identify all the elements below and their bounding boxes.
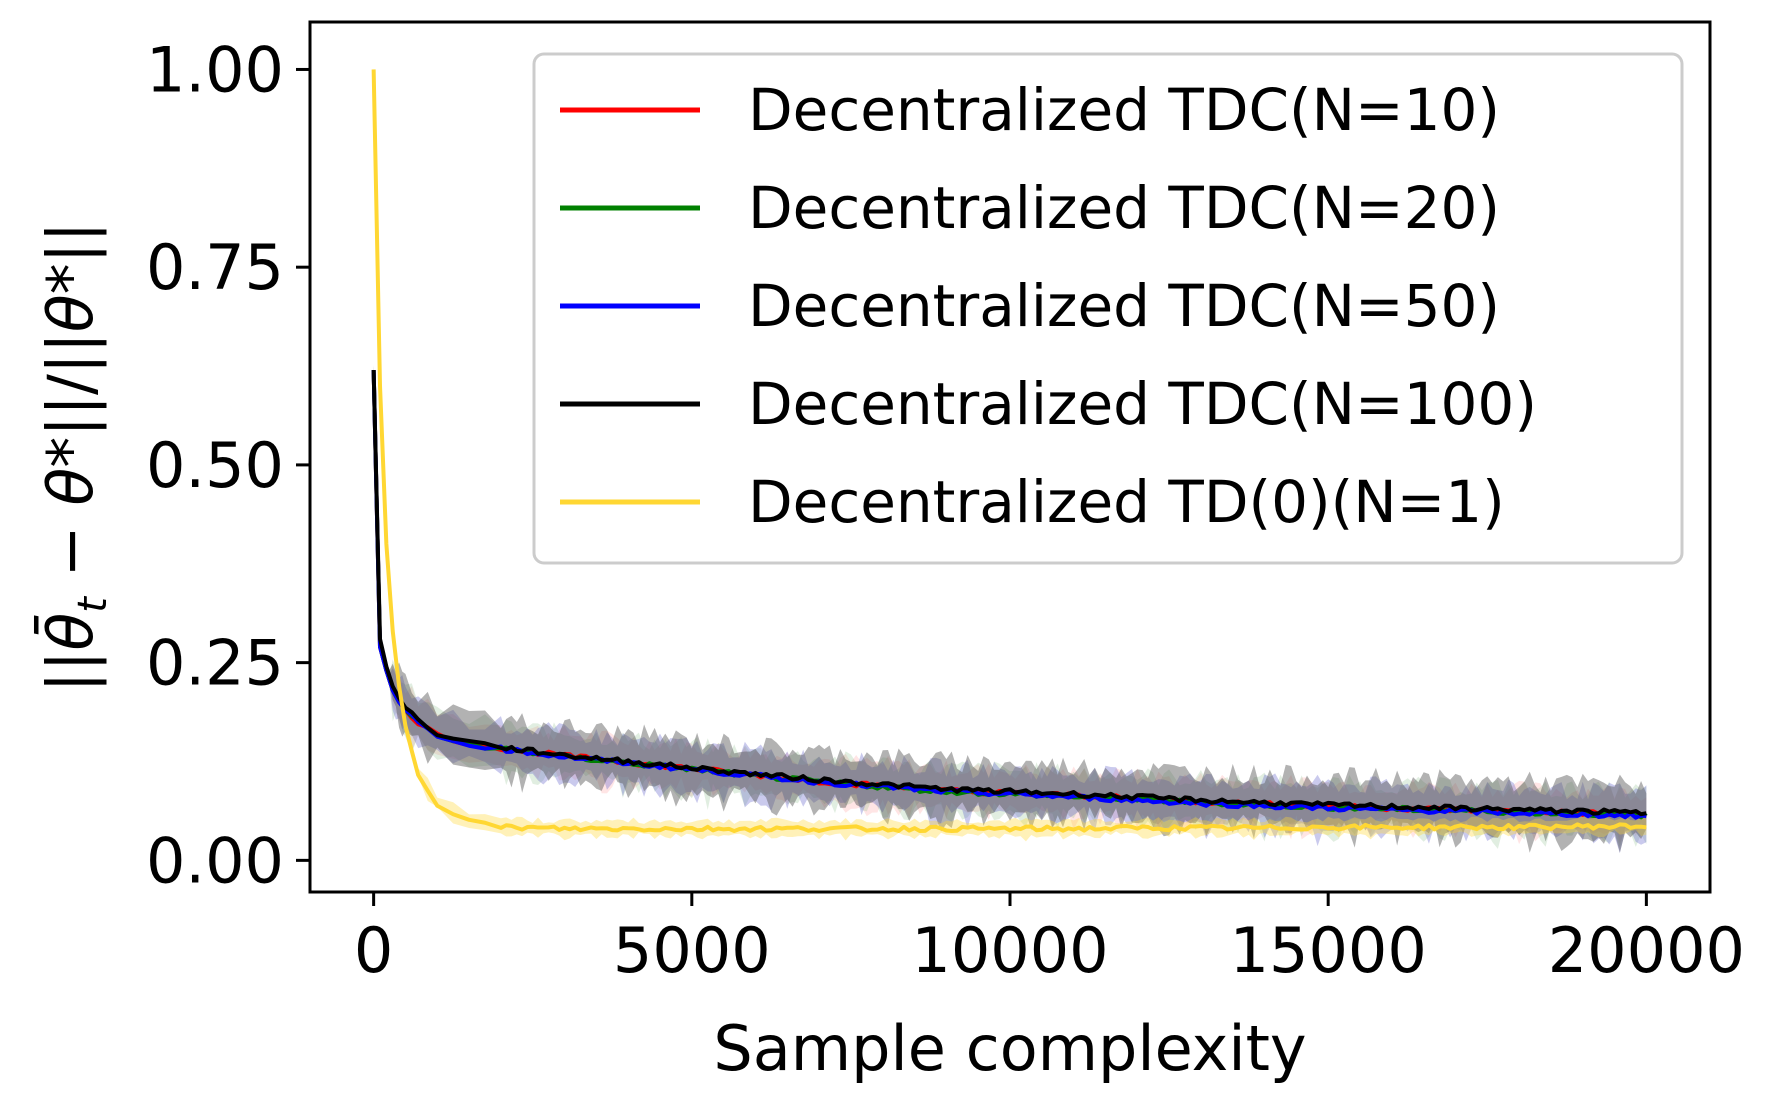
x-axis-label: Sample complexity — [713, 1012, 1306, 1085]
y-tick-label: 0.75 — [146, 231, 284, 304]
legend-label: Decentralized TDC(N=100) — [748, 370, 1537, 438]
y-axis-ticks: 0.00 0.25 0.50 0.75 1.00 — [146, 33, 310, 897]
series-lines — [371, 69, 1648, 834]
x-axis-ticks: 0 5000 10000 15000 20000 — [354, 892, 1745, 987]
band-series-1 — [373, 364, 1647, 849]
legend-label: Decentralized TDC(N=50) — [748, 272, 1500, 340]
y-tick-label: 0.50 — [146, 429, 284, 502]
legend-box — [532, 52, 1684, 565]
y-axis-label: ||θ̄t − θ*||/||θ*|| — [34, 222, 116, 693]
band-series-2 — [373, 364, 1647, 854]
y-tick-label: 1.00 — [146, 33, 284, 106]
legend-label: Decentralized TDC(N=20) — [748, 174, 1500, 242]
legend-label: Decentralized TD(0)(N=1) — [748, 468, 1505, 536]
x-tick-label: 20000 — [1548, 914, 1745, 987]
x-tick-label: 15000 — [1230, 914, 1427, 987]
x-tick-label: 0 — [354, 914, 393, 987]
confidence-bands — [373, 68, 1647, 854]
line-series-3 — [371, 369, 1647, 817]
y-tick-label: 0.25 — [146, 627, 284, 700]
line-series-4 — [371, 69, 1647, 834]
x-tick-label: 5000 — [613, 914, 771, 987]
legend-label: Decentralized TDC(N=10) — [748, 76, 1500, 144]
y-tick-label: 0.00 — [146, 824, 284, 897]
band-series-3 — [373, 366, 1647, 853]
legend: Decentralized TDC(N=10) Decentralized TDC… — [532, 52, 1684, 565]
x-tick-label: 10000 — [911, 914, 1108, 987]
band-series-0 — [373, 365, 1647, 845]
